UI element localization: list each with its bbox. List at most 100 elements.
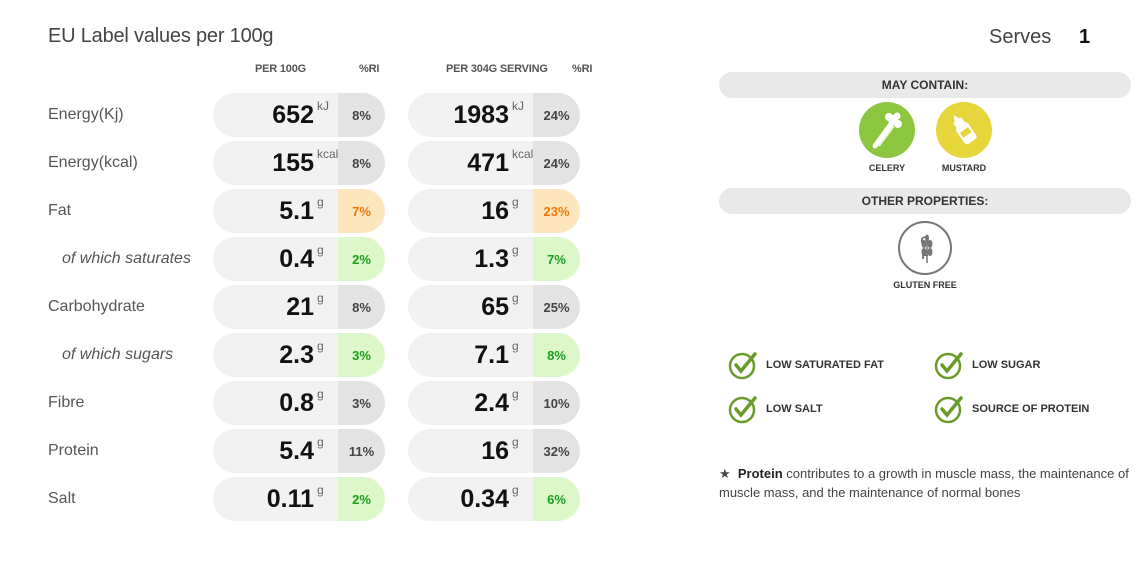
per-100g-value-pill: 5.4 g 11%: [213, 429, 385, 473]
ri-percentage: 3%: [338, 333, 385, 377]
nutrient-unit: kJ: [317, 99, 329, 113]
ri-percentage: 8%: [338, 285, 385, 329]
serves-label: Serves: [989, 26, 1052, 48]
nutrient-value: 16: [481, 197, 509, 225]
ri-percentage: 2%: [338, 237, 385, 281]
nutrient-value: 0.34: [460, 485, 509, 513]
per-serving-value-pill: 7.1 g 8%: [408, 333, 580, 377]
nutrient-unit: g: [317, 483, 324, 497]
column-header-ri-100g: %RI: [359, 63, 380, 75]
nutrient-unit: g: [317, 387, 324, 401]
nutrient-unit: g: [317, 291, 324, 305]
claim-low-salt: LOW SALT: [728, 394, 823, 424]
ri-percentage: 25%: [533, 285, 580, 329]
column-header-per-serving: PER 304G SERVING: [446, 63, 548, 75]
nutrient-unit: kcal: [512, 147, 534, 161]
per-serving-value-pill: 471 kcal 24%: [408, 141, 580, 185]
per-100g-value-pill: 0.11 g 2%: [213, 477, 385, 521]
gluten-free-icon: G F: [898, 221, 952, 275]
nutrient-value: 7.1: [474, 341, 509, 369]
nutrition-row: Energy(kcal) 155 kcal 8% 471 kcal 24%: [0, 141, 600, 185]
nutrition-row: Protein 5.4 g 11% 16 g 32%: [0, 429, 600, 473]
nutrient-label: Energy(kcal): [48, 154, 138, 171]
serves-value: 1: [1079, 26, 1091, 48]
nutrient-value: 1983: [453, 101, 509, 129]
per-100g-value-pill: 2.3 g 3%: [213, 333, 385, 377]
nutrient-unit: kJ: [512, 99, 524, 113]
property-label: GLUTEN FREE: [893, 280, 957, 290]
nutrition-row: Salt 0.11 g 2% 0.34 g 6%: [0, 477, 600, 521]
per-serving-value-pill: 16 g 23%: [408, 189, 580, 233]
per-100g-value-pill: 155 kcal 8%: [213, 141, 385, 185]
nutrient-unit: g: [512, 387, 519, 401]
nutrient-value: 21: [286, 293, 314, 321]
nutrient-unit: g: [512, 339, 519, 353]
other-properties-header: OTHER PROPERTIES:: [719, 188, 1131, 214]
nutrient-value: 471: [467, 149, 509, 177]
nutrient-unit: g: [512, 291, 519, 305]
nutrient-unit: g: [512, 243, 519, 257]
nutrient-unit: kcal: [317, 147, 339, 161]
claim-low-sugar: LOW SUGAR: [934, 350, 1040, 380]
ri-percentage: 7%: [338, 189, 385, 233]
ri-percentage: 24%: [533, 93, 580, 137]
ri-percentage: 24%: [533, 141, 580, 185]
nutrition-row: Fibre 0.8 g 3% 2.4 g 10%: [0, 381, 600, 425]
ri-percentage: 3%: [338, 381, 385, 425]
ri-percentage: 23%: [533, 189, 580, 233]
per-100g-value-pill: 5.1 g 7%: [213, 189, 385, 233]
nutrient-label: Energy(Kj): [48, 106, 124, 123]
claim-label: LOW SALT: [766, 403, 823, 415]
star-icon: ★: [719, 466, 731, 481]
nutrient-unit: g: [512, 435, 519, 449]
column-header-per-100g: PER 100G: [255, 63, 306, 75]
ri-percentage: 8%: [533, 333, 580, 377]
nutrient-unit: g: [317, 435, 324, 449]
per-100g-value-pill: 0.4 g 2%: [213, 237, 385, 281]
nutrition-row: Carbohydrate 21 g 8% 65 g 25%: [0, 285, 600, 329]
property-gluten-free: G F GLUTEN FREE: [885, 221, 965, 290]
per-100g-value-pill: 21 g 8%: [213, 285, 385, 329]
ri-percentage: 32%: [533, 429, 580, 473]
note-nutrient: Protein: [737, 466, 783, 481]
celery-icon: [859, 102, 915, 158]
nutrient-value: 0.4: [279, 245, 314, 273]
nutrient-label: Protein: [48, 442, 99, 459]
nutrient-value: 65: [481, 293, 509, 321]
nutrient-unit: g: [317, 243, 324, 257]
per-serving-value-pill: 1.3 g 7%: [408, 237, 580, 281]
nutrition-row: of which saturates 0.4 g 2% 1.3 g 7%: [0, 237, 600, 281]
per-serving-value-pill: 0.34 g 6%: [408, 477, 580, 521]
per-100g-value-pill: 652 kJ 8%: [213, 93, 385, 137]
nutrition-row: Fat 5.1 g 7% 16 g 23%: [0, 189, 600, 233]
nutrient-value: 2.3: [279, 341, 314, 369]
claim-low-saturated-fat: LOW SATURATED FAT: [728, 350, 884, 380]
nutrition-row: Energy(Kj) 652 kJ 8% 1983 kJ 24%: [0, 93, 600, 137]
ri-percentage: 6%: [533, 477, 580, 521]
per-100g-value-pill: 0.8 g 3%: [213, 381, 385, 425]
nutrient-label: of which saturates: [62, 250, 191, 267]
allergen-label: MUSTARD: [941, 163, 987, 173]
ri-percentage: 8%: [338, 141, 385, 185]
nutrient-value: 1.3: [474, 245, 509, 273]
claim-label: LOW SUGAR: [972, 359, 1041, 371]
ri-percentage: 2%: [338, 477, 385, 521]
allergen-celery: CELERY: [847, 102, 927, 173]
nutrient-value: 5.1: [279, 197, 314, 225]
allergen-mustard: MUSTARD: [924, 102, 1004, 173]
protein-claim-note: ★ Protein contributes to a growth in mus…: [719, 464, 1131, 502]
mustard-icon: [936, 102, 992, 158]
allergen-label: CELERY: [868, 163, 906, 173]
per-serving-value-pill: 16 g 32%: [408, 429, 580, 473]
check-icon: [934, 396, 963, 424]
per-serving-value-pill: 2.4 g 10%: [408, 381, 580, 425]
nutrient-label: Fibre: [48, 394, 85, 411]
nutrient-unit: g: [512, 195, 519, 209]
per-serving-value-pill: 1983 kJ 24%: [408, 93, 580, 137]
ri-percentage: 11%: [338, 429, 385, 473]
per-serving-value-pill: 65 g 25%: [408, 285, 580, 329]
may-contain-header: MAY CONTAIN:: [719, 72, 1131, 98]
nutrition-row: of which sugars 2.3 g 3% 7.1 g 8%: [0, 333, 600, 377]
nutrient-unit: g: [512, 483, 519, 497]
check-icon: [728, 396, 757, 424]
